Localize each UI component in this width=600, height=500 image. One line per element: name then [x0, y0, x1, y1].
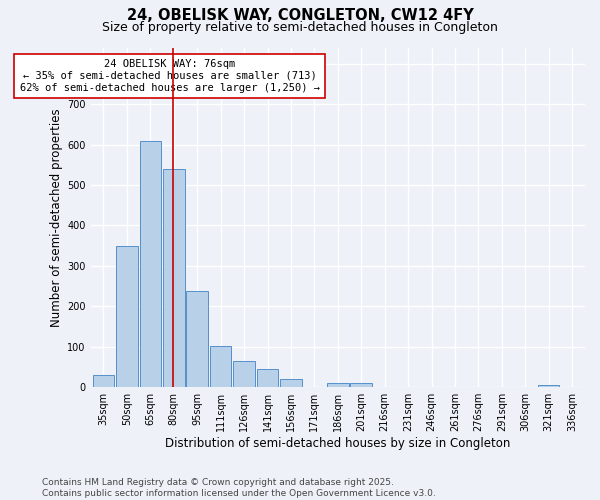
Bar	[163, 169, 185, 387]
Bar	[93, 375, 114, 387]
Bar	[210, 346, 232, 387]
Bar	[233, 361, 255, 387]
Bar	[538, 385, 559, 387]
Text: 24, OBELISK WAY, CONGLETON, CW12 4FY: 24, OBELISK WAY, CONGLETON, CW12 4FY	[127, 8, 473, 22]
Bar	[140, 142, 161, 387]
Text: Size of property relative to semi-detached houses in Congleton: Size of property relative to semi-detach…	[102, 21, 498, 34]
Bar	[257, 369, 278, 387]
Bar	[187, 291, 208, 387]
Bar	[116, 246, 137, 387]
Text: 24 OBELISK WAY: 76sqm
← 35% of semi-detached houses are smaller (713)
62% of sem: 24 OBELISK WAY: 76sqm ← 35% of semi-deta…	[20, 60, 320, 92]
Bar	[327, 383, 349, 387]
Bar	[350, 383, 372, 387]
X-axis label: Distribution of semi-detached houses by size in Congleton: Distribution of semi-detached houses by …	[165, 437, 511, 450]
Y-axis label: Number of semi-detached properties: Number of semi-detached properties	[50, 108, 63, 326]
Text: Contains HM Land Registry data © Crown copyright and database right 2025.
Contai: Contains HM Land Registry data © Crown c…	[42, 478, 436, 498]
Bar	[280, 379, 302, 387]
